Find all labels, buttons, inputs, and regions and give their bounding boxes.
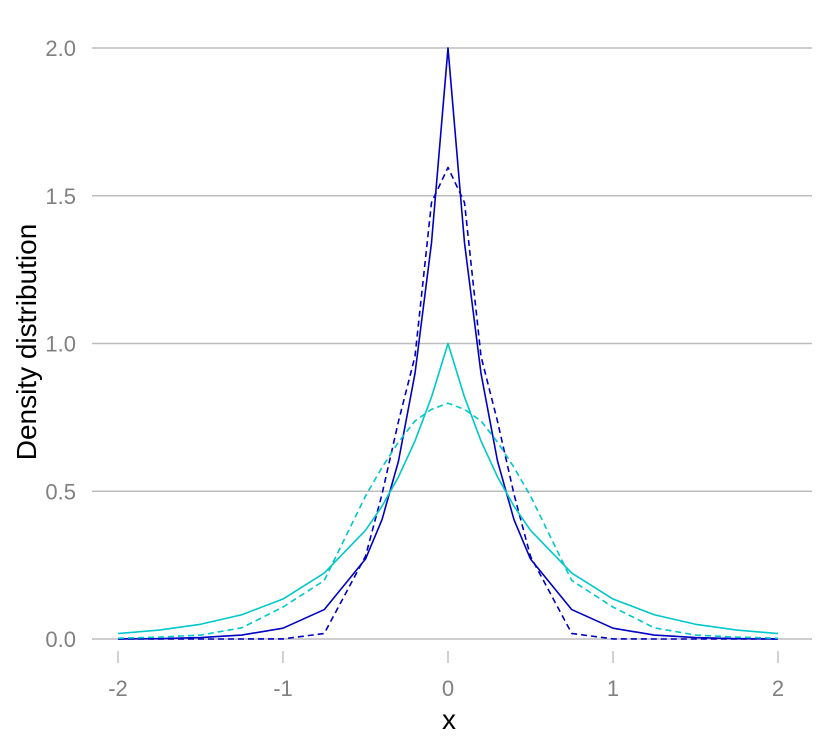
y-tick-label-0: 0.0 bbox=[45, 627, 76, 652]
y-axis-title: Density distribution bbox=[11, 224, 42, 461]
y-tick-label-2: 1.0 bbox=[45, 332, 76, 357]
x-tick-label-3: 1 bbox=[607, 676, 619, 701]
gridlines bbox=[92, 47, 812, 640]
series-lines bbox=[117, 47, 779, 640]
x-axis-ticks: -2 -1 0 1 2 bbox=[108, 651, 784, 701]
y-tick-label-4: 2.0 bbox=[45, 36, 76, 61]
series-line-blue-dashed bbox=[118, 166, 778, 640]
series-line-blue-solid bbox=[117, 47, 779, 640]
y-tick-label-1: 0.5 bbox=[45, 479, 76, 504]
series-line-cyan-solid bbox=[117, 342, 779, 635]
x-axis-title: x bbox=[442, 704, 456, 735]
x-tick-label-2: 0 bbox=[442, 676, 454, 701]
x-tick-label-4: 2 bbox=[772, 676, 784, 701]
series-line-cyan-dashed bbox=[117, 402, 779, 639]
y-tick-label-3: 1.5 bbox=[45, 184, 76, 209]
x-tick-label-0: -2 bbox=[108, 676, 128, 701]
x-tick-label-1: -1 bbox=[273, 676, 293, 701]
y-axis-tick-labels: 0.0 0.5 1.0 1.5 2.0 bbox=[45, 36, 76, 652]
